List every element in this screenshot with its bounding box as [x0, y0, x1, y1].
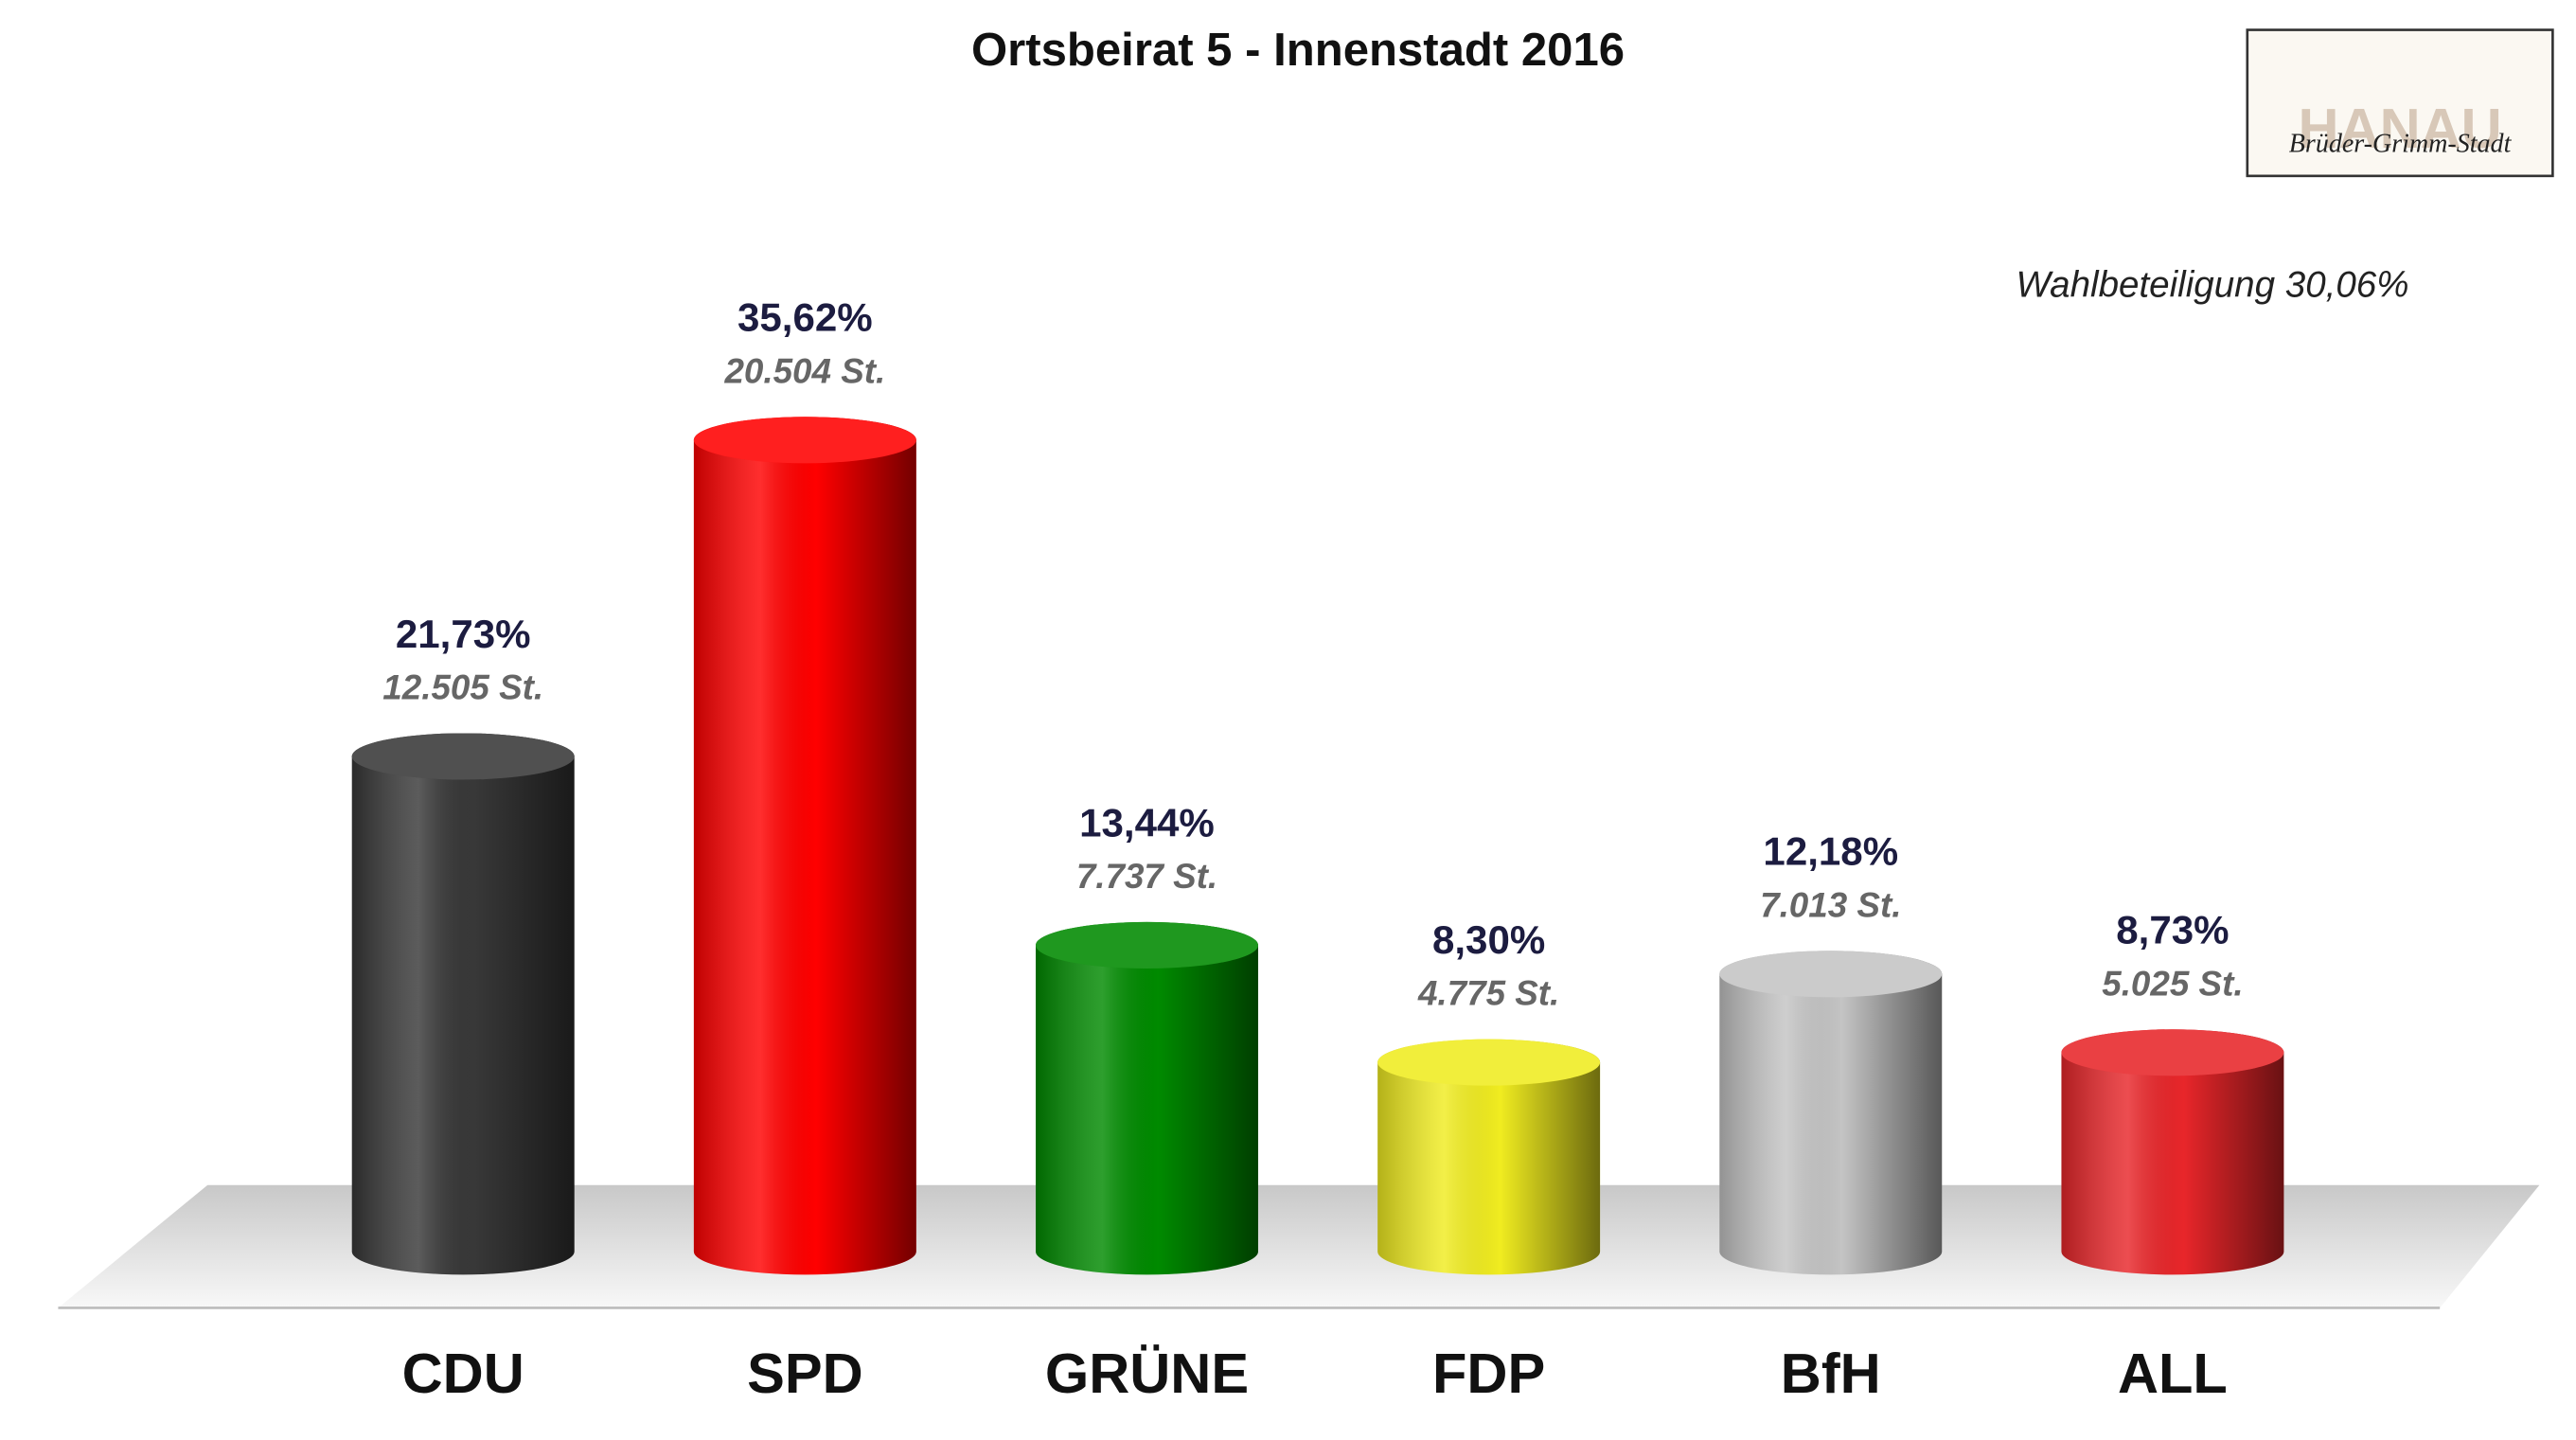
x-tick-label: FDP — [1432, 1342, 1545, 1405]
vote-label: 5.025 St. — [2102, 964, 2243, 1003]
vote-label: 7.737 St. — [1076, 857, 1217, 896]
logo-frame — [2246, 28, 2554, 178]
value-label: 21,73% — [396, 612, 531, 656]
cylinder-shade — [1719, 951, 1943, 1275]
x-tick-label: GRÜNE — [1045, 1342, 1249, 1405]
cylinder-cap — [1719, 951, 1943, 998]
vote-label: 7.013 St. — [1760, 885, 1901, 924]
cylinder-shade — [693, 417, 916, 1275]
chart-title: Ortsbeirat 5 - Innenstadt 2016 — [971, 25, 1625, 76]
annotation: Wahlbeteiligung 30,06% — [2016, 264, 2408, 305]
cylinder-shade — [1036, 921, 1258, 1275]
cylinder-cap — [1036, 921, 1258, 969]
cylinder-cap-shade — [2061, 1029, 2284, 1076]
cylinder-cap — [1377, 1039, 1601, 1086]
value-label: 12,18% — [1763, 829, 1898, 874]
cylinder-shade — [351, 733, 575, 1275]
cylinder-shade — [2061, 1029, 2284, 1275]
x-tick-label: SPD — [747, 1342, 863, 1405]
logo: HANAU Brüder-Grimm-Stadt — [2246, 28, 2554, 178]
cylinder-cap-shade — [1377, 1039, 1601, 1086]
logo-title: HANAU — [2298, 97, 2501, 160]
cylinder-cap — [351, 733, 575, 780]
cylinder-cap-shade — [693, 417, 916, 464]
value-label: 8,30% — [1432, 917, 1545, 962]
x-tick-label: CDU — [402, 1342, 524, 1405]
vote-label: 20.504 St. — [723, 351, 885, 390]
value-label: 13,44% — [1079, 800, 1215, 844]
x-tick-label: BfH — [1781, 1342, 1881, 1405]
cylinder-cap-shade — [1719, 951, 1943, 998]
logo-subtitle: Brüder-Grimm-Stadt — [2289, 130, 2513, 159]
cylinder-cap-shade — [1036, 921, 1258, 969]
vote-label: 12.505 St. — [382, 668, 543, 707]
cylinder-shade — [1377, 1039, 1601, 1275]
vote-label: 4.775 St. — [1417, 974, 1559, 1013]
value-label: 35,62% — [737, 295, 873, 340]
x-tick-label: ALL — [2118, 1342, 2228, 1405]
cylinder-cap — [2061, 1029, 2284, 1076]
value-label: 8,73% — [2116, 908, 2229, 952]
cylinder-cap — [693, 417, 916, 464]
cylinder-cap-shade — [351, 733, 575, 780]
